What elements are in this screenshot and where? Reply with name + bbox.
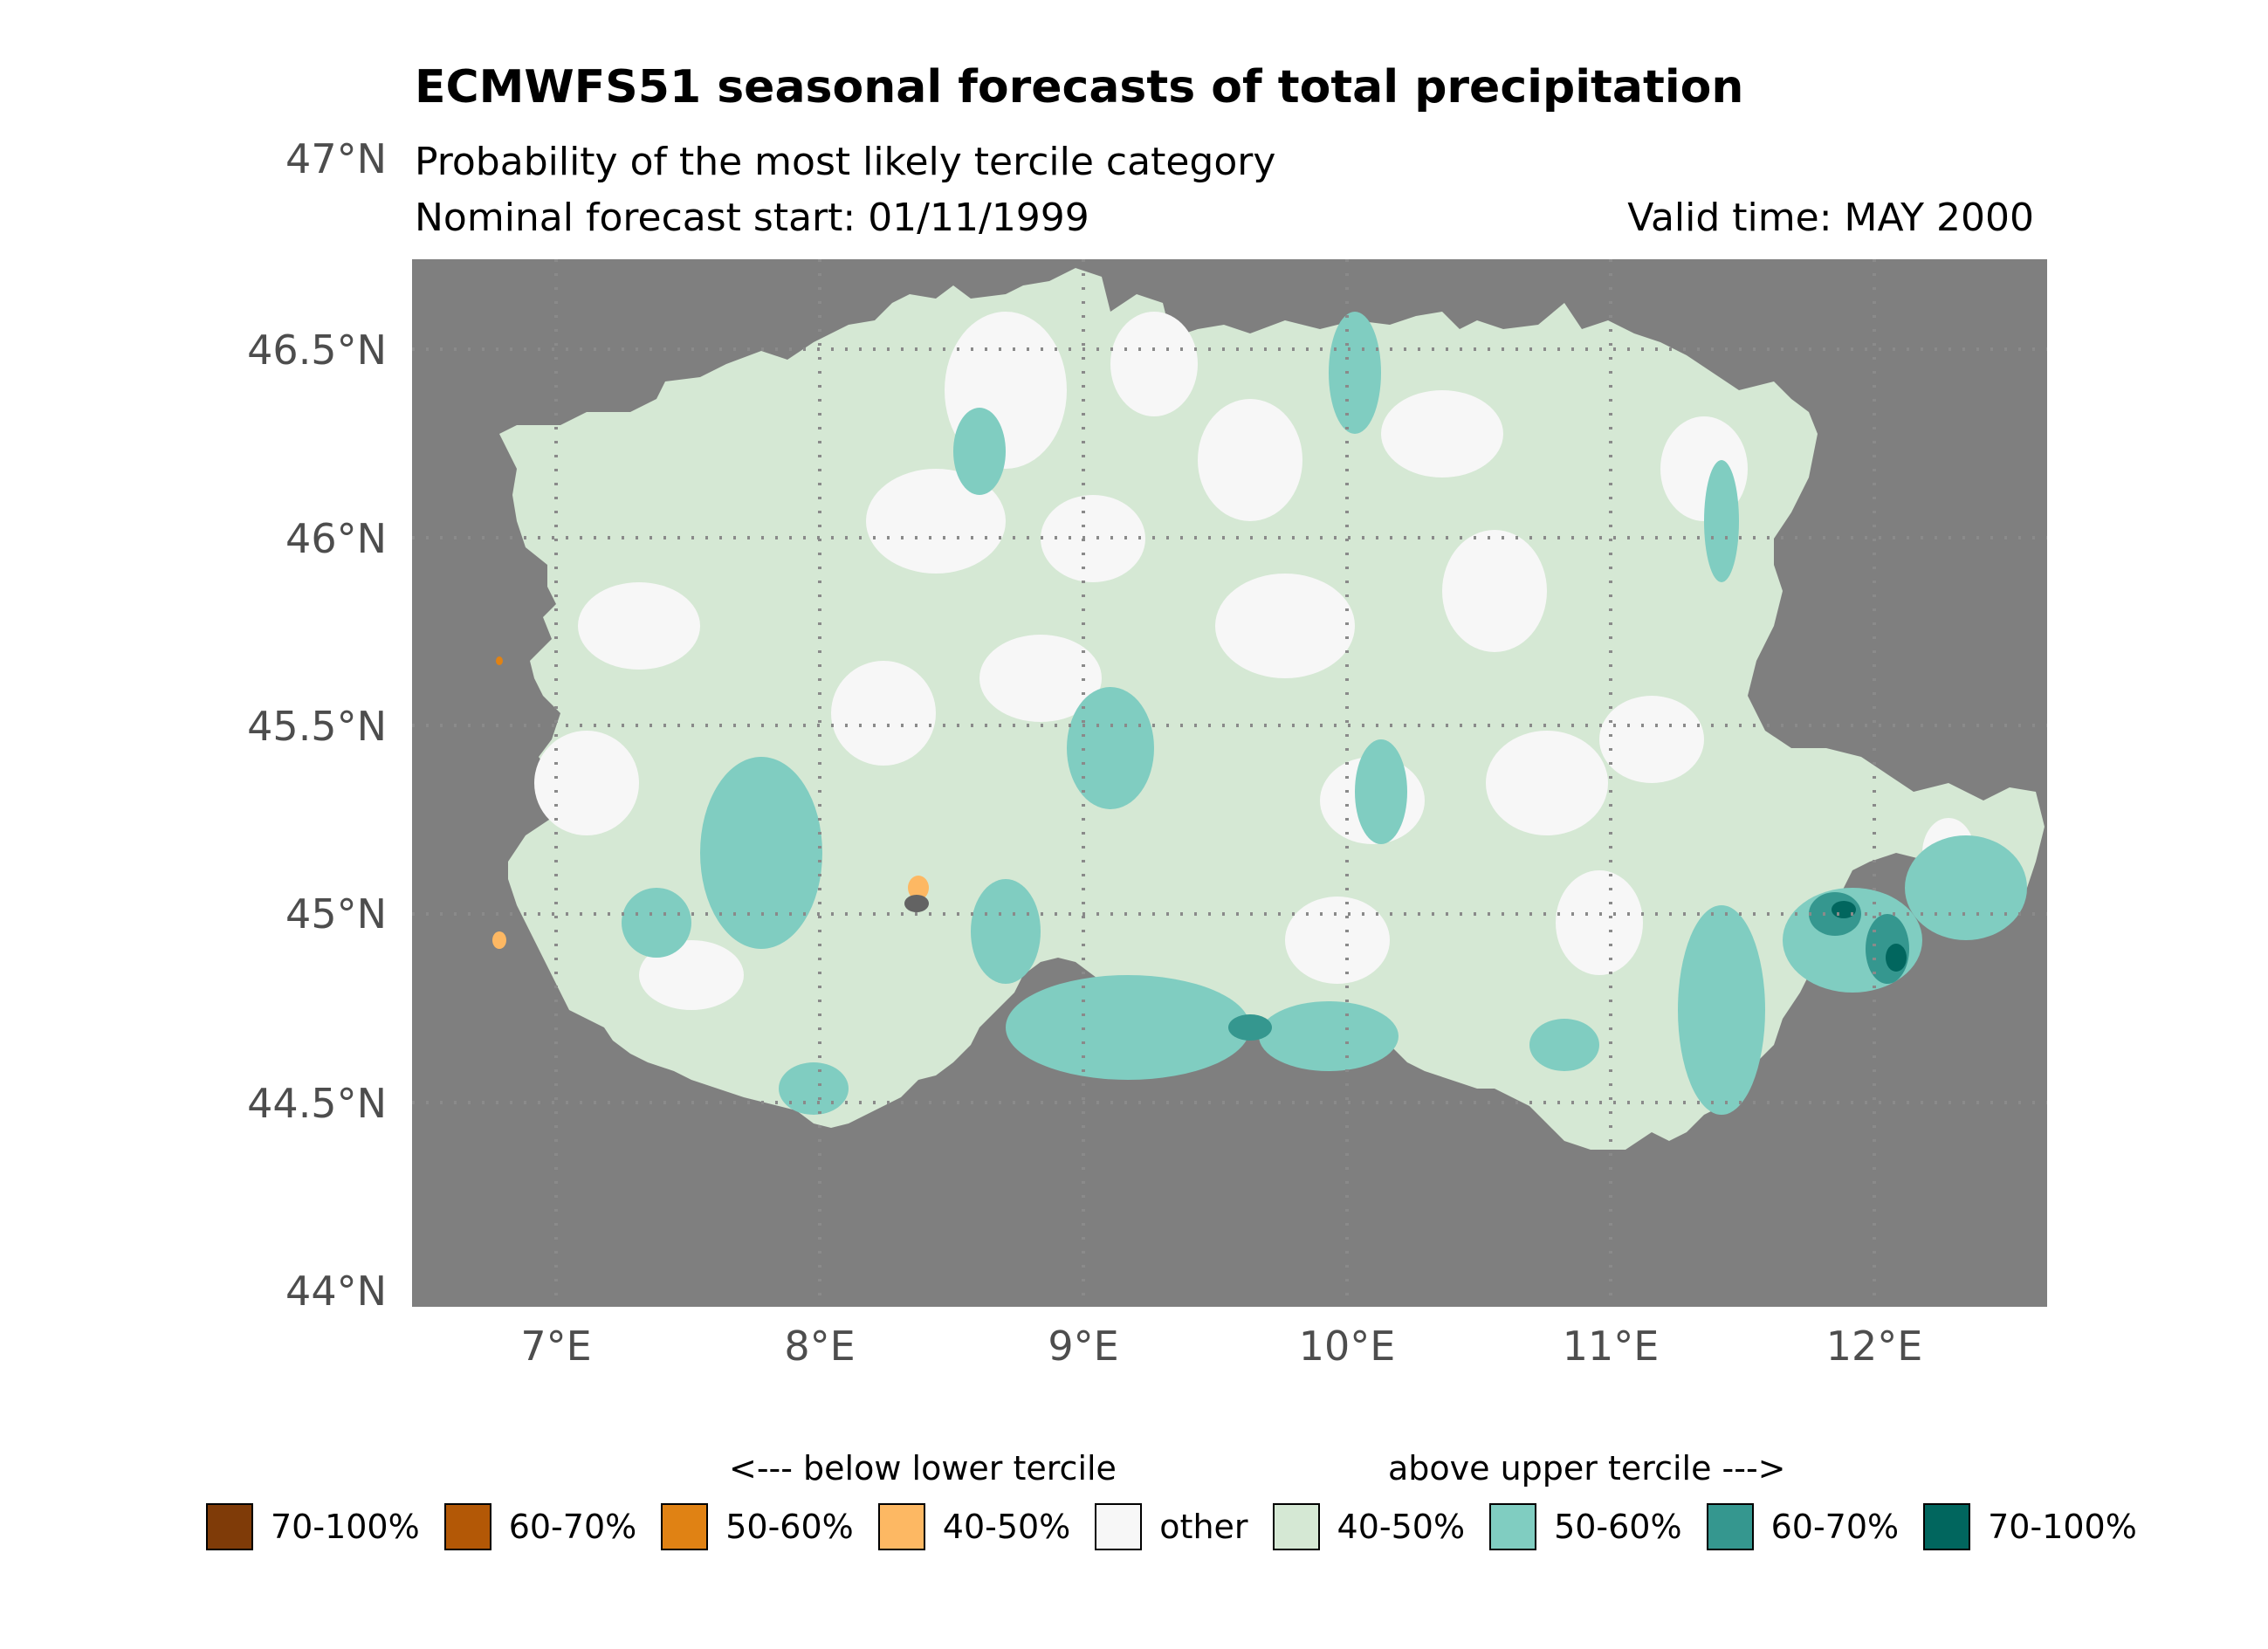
legend-label: 60-70% [1770,1508,1900,1546]
lat-label-44: 44°N [285,1268,387,1315]
legend-item: 40-50% [1272,1503,1466,1550]
lon-label-11: 11°E [1562,1323,1660,1370]
legend-label: 40-50% [942,1508,1071,1546]
legend-label: 50-60% [1554,1508,1682,1546]
legend-swatch [877,1503,925,1550]
legend-below-heading: <--- below lower tercile [729,1449,1117,1488]
legend-item: 40-50% [877,1503,1071,1550]
lon-label-7: 7°E [520,1323,592,1370]
legend-label: 60-70% [508,1508,637,1546]
lat-label-44-5: 44.5°N [247,1080,387,1127]
legend-label: 70-100% [271,1508,420,1546]
forecast-map [412,259,2047,1307]
legend-swatch [1272,1503,1320,1550]
map-title: ECMWFS51 seasonal forecasts of total pre… [415,61,1744,113]
legend-item: 70-100% [1923,1503,2137,1550]
lat-label-47: 47°N [285,135,387,182]
legend-label: 40-50% [1337,1508,1466,1546]
lon-label-10: 10°E [1298,1323,1396,1370]
legend-item: 70-100% [206,1503,420,1550]
lon-label-9: 9°E [1048,1323,1119,1370]
legend-item: other [1095,1503,1248,1550]
legend-item: 60-70% [443,1503,637,1550]
legend-swatch [1706,1503,1754,1550]
lat-label-46: 46°N [285,515,387,562]
legend-item: 60-70% [1706,1503,1900,1550]
valid-time: Valid time: MAY 2000 [1627,196,2034,240]
forecast-start: Nominal forecast start: 01/11/1999 [415,196,1089,240]
below-tercile-patches [492,656,929,949]
map-subtitle: Probability of the most likely tercile c… [415,140,1276,184]
legend-swatch [1923,1503,1971,1550]
lat-label-45: 45°N [285,890,387,938]
legend-swatch [661,1503,709,1550]
lat-label-46-5: 46.5°N [247,326,387,374]
legend-swatch [443,1503,491,1550]
legend-swatch [206,1503,253,1550]
info-row: Nominal forecast start: 01/11/1999 Valid… [415,196,2034,240]
legend-label: 70-100% [1988,1508,2137,1546]
lon-label-8: 8°E [784,1323,856,1370]
legend-label: other [1159,1508,1248,1546]
legend: 70-100% 60-70% 50-60% 40-50% other 40-50% 50-6… [206,1503,2161,1550]
legend-swatch [1095,1503,1143,1550]
legend-item: 50-60% [1489,1503,1682,1550]
legend-above-heading: above upper tercile ---> [1388,1449,1786,1488]
lon-label-12: 12°E [1825,1323,1923,1370]
legend-item: 50-60% [661,1503,854,1550]
legend-swatch [1489,1503,1537,1550]
legend-label: 50-60% [725,1508,854,1546]
lat-label-45-5: 45.5°N [247,703,387,750]
